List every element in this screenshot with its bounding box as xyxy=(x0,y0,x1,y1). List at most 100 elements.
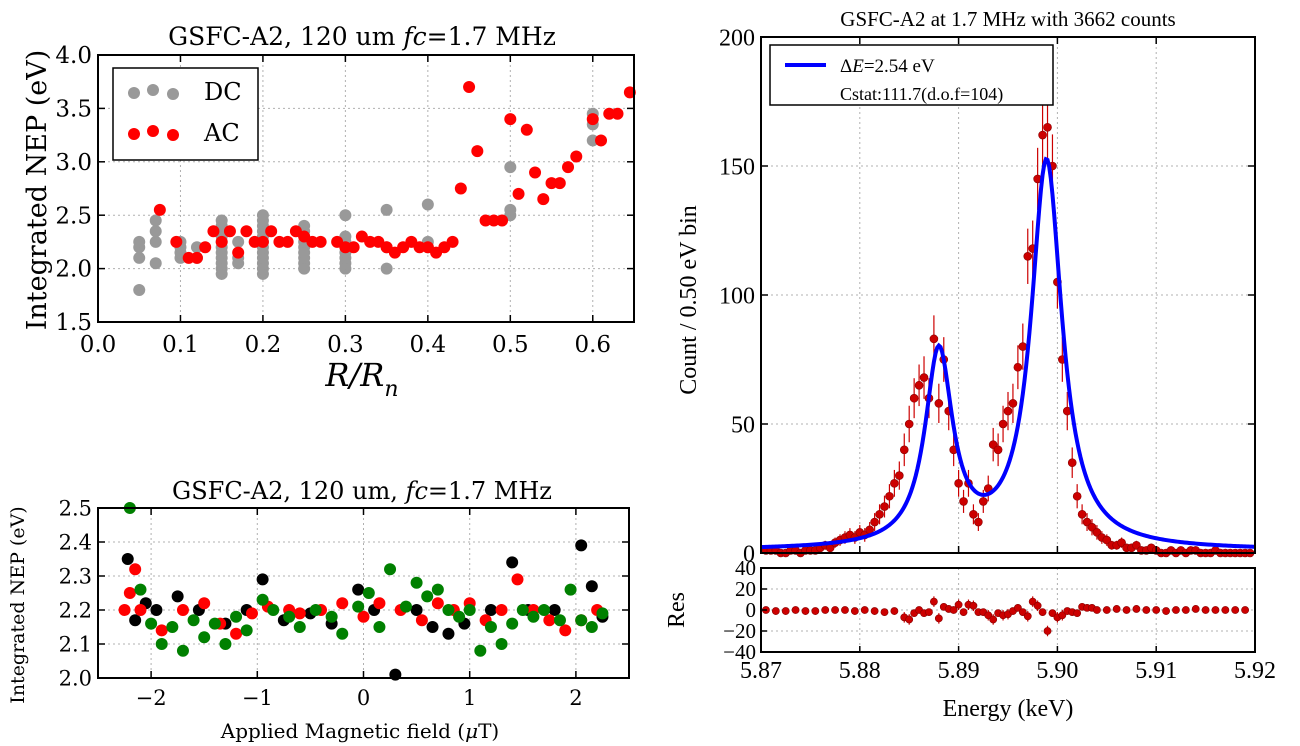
data-point-ac xyxy=(512,187,525,200)
legend-fit-label: ΔE=2.54 eV xyxy=(840,56,935,77)
residual-point xyxy=(1112,605,1121,613)
data-point xyxy=(293,607,306,620)
data-point xyxy=(293,621,306,633)
y-tick-label: 2.5 xyxy=(55,203,92,229)
y-tick-label: 50 xyxy=(731,412,755,438)
data-point xyxy=(909,393,919,403)
data-point xyxy=(575,614,588,627)
data-point-dc xyxy=(149,235,162,248)
x-tick-label: 5.92 xyxy=(1234,658,1276,684)
y-tick-label: 2.0 xyxy=(59,666,92,690)
data-point xyxy=(357,610,370,623)
data-point xyxy=(399,600,412,613)
data-point-ac xyxy=(454,182,467,195)
data-point-ac xyxy=(520,123,533,136)
residual-point xyxy=(989,615,998,624)
data-point-ac xyxy=(265,225,278,238)
x-tick-label: 5.91 xyxy=(1135,658,1177,684)
data-point xyxy=(384,563,397,576)
data-point xyxy=(336,597,349,610)
x-tick-label: 0.0 xyxy=(80,332,117,358)
data-point xyxy=(1013,362,1023,372)
data-point xyxy=(885,491,894,501)
y-tick-label: 2.0 xyxy=(55,257,92,283)
residual-point xyxy=(1028,597,1037,606)
residual-point xyxy=(1058,611,1067,620)
residual-point xyxy=(1033,601,1042,610)
residual-point xyxy=(949,606,958,614)
residual-point xyxy=(801,607,810,615)
data-point xyxy=(362,587,375,599)
data-point-ac xyxy=(339,241,352,254)
residual-point xyxy=(1152,606,1161,614)
residual-point xyxy=(1221,606,1230,614)
data-point xyxy=(123,587,136,599)
residual-point xyxy=(1241,606,1250,614)
data-point-ac xyxy=(570,150,583,163)
residual-point xyxy=(771,607,780,615)
data-point xyxy=(585,621,598,633)
data-point xyxy=(1067,458,1077,468)
chart-title: GSFC-A2, 120 um, fc=1.7 MHz xyxy=(172,477,552,505)
residual-point xyxy=(850,607,859,615)
data-point-ac xyxy=(553,177,566,190)
x-tick-label: 1 xyxy=(463,686,476,710)
legend: ΔE=2.54 eV Cstat:111.7(d.o.f=104) xyxy=(769,44,1054,106)
data-point xyxy=(256,573,269,586)
data-point xyxy=(171,590,184,603)
data-point xyxy=(899,445,909,455)
data-point xyxy=(208,617,221,630)
data-point xyxy=(1117,538,1126,547)
x-tick-label: 0 xyxy=(357,686,370,710)
data-point xyxy=(410,576,423,589)
data-point xyxy=(914,380,924,390)
data-point-dc xyxy=(421,198,434,211)
residual-point xyxy=(1181,606,1190,614)
panel-nep-vs-field: −2 −1 0 1 2 2.0 2.1 2.2 2.3 2.4 2.5 GSFC-A2, 120 u… xyxy=(7,477,630,743)
x-axis-label: Applied Magnetic field (μT) xyxy=(220,719,499,743)
data-point xyxy=(283,610,296,623)
data-point xyxy=(267,604,280,616)
chart-title: GSFC-A2, 120 um fc=1.7 MHz xyxy=(168,22,556,51)
data-point-dc xyxy=(190,241,203,254)
data-point xyxy=(1077,509,1087,519)
data-point-ac xyxy=(413,241,426,254)
residual-point xyxy=(1043,627,1052,635)
data-point xyxy=(978,497,988,506)
data-point xyxy=(336,627,349,640)
data-point xyxy=(121,553,134,565)
data-point-ac xyxy=(586,113,599,126)
data-point-ac xyxy=(529,166,542,179)
data-point xyxy=(596,607,609,620)
data-point xyxy=(548,604,561,616)
data-point xyxy=(875,509,884,519)
residual-point xyxy=(925,608,933,616)
data-point xyxy=(993,445,1003,455)
y-tick-label: 40 xyxy=(735,556,756,580)
data-point xyxy=(527,610,540,623)
data-point xyxy=(474,644,487,657)
data-point xyxy=(1018,342,1028,351)
residual-point xyxy=(1172,606,1180,614)
data-point xyxy=(442,627,455,640)
data-point-ac xyxy=(153,203,166,216)
data-point xyxy=(495,604,508,616)
residual-point xyxy=(969,601,978,610)
data-point-ac xyxy=(611,107,624,120)
data-point xyxy=(969,509,978,519)
y-tick-label: 2.2 xyxy=(59,598,92,622)
data-point xyxy=(219,638,232,650)
data-point-ac xyxy=(364,235,377,248)
panel-nep-vs-resistance: 0.0 0.1 0.2 0.3 0.4 0.5 0.61.52.02.53.03.54.0 … xyxy=(22,22,636,402)
data-point xyxy=(585,580,598,593)
x-tick-label: 5.88 xyxy=(839,658,881,684)
data-point-ac xyxy=(347,241,360,254)
data-point xyxy=(352,600,365,613)
data-point xyxy=(431,597,444,610)
data-point-ac xyxy=(479,214,492,227)
data-point xyxy=(1082,517,1092,527)
data-point-dc xyxy=(586,134,599,147)
residual-point xyxy=(890,607,899,615)
y-axis-label: Res xyxy=(664,592,690,628)
data-point xyxy=(352,583,365,596)
